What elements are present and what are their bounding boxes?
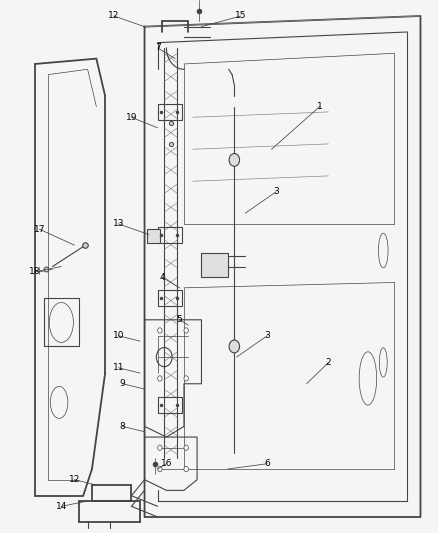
Text: 11: 11 (113, 364, 124, 372)
Text: 3: 3 (264, 332, 270, 340)
Circle shape (184, 445, 188, 450)
Bar (158, 227, 182, 243)
Bar (158, 290, 182, 306)
Circle shape (158, 466, 162, 472)
Text: 15: 15 (235, 12, 247, 20)
Text: 5: 5 (177, 316, 183, 324)
Bar (201, 253, 228, 277)
Text: 12: 12 (108, 12, 120, 20)
Circle shape (158, 328, 162, 333)
Text: 3: 3 (273, 188, 279, 196)
Text: 2: 2 (326, 358, 331, 367)
Text: 1: 1 (317, 102, 323, 111)
Text: 7: 7 (155, 44, 161, 52)
Circle shape (158, 376, 162, 381)
Circle shape (184, 328, 188, 333)
Text: 18: 18 (29, 268, 41, 276)
Text: 4: 4 (159, 273, 165, 281)
Text: 16: 16 (161, 459, 172, 468)
Text: 12: 12 (69, 475, 80, 484)
Circle shape (184, 376, 188, 381)
Text: 9: 9 (120, 379, 126, 388)
Circle shape (158, 445, 162, 450)
Bar (147, 229, 160, 243)
Text: 8: 8 (120, 422, 126, 431)
Text: 17: 17 (34, 225, 45, 233)
Text: 14: 14 (56, 502, 67, 511)
Bar (158, 397, 182, 413)
Bar (158, 104, 182, 120)
Text: 19: 19 (126, 113, 137, 122)
Text: 10: 10 (113, 332, 124, 340)
Circle shape (184, 466, 188, 472)
Text: 13: 13 (113, 220, 124, 228)
Circle shape (229, 154, 240, 166)
Text: 6: 6 (264, 459, 270, 468)
Circle shape (229, 340, 240, 353)
